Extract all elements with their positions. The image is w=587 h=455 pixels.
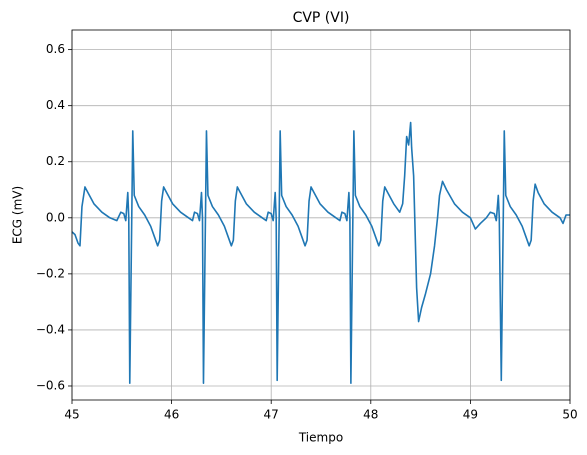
chart-title: CVP (VI) — [293, 10, 350, 26]
y-tick-label: −0.6 — [36, 378, 65, 392]
x-tick-label: 48 — [363, 408, 378, 422]
x-axis-label: Tiempo — [298, 431, 343, 445]
y-tick-label: 0.4 — [46, 98, 65, 112]
x-tick-label: 45 — [64, 408, 79, 422]
plot-frame — [71, 29, 571, 401]
y-tick-label: −0.2 — [36, 266, 65, 280]
y-tick-label: 0.2 — [46, 154, 65, 168]
x-tick-label: 49 — [463, 408, 478, 422]
y-axis-label: ECG (mV) — [11, 186, 25, 244]
y-tick-label: 0.0 — [46, 210, 65, 224]
x-tick-label: 47 — [264, 408, 279, 422]
y-tick-label: 0.6 — [46, 42, 65, 56]
x-tick-label: 46 — [164, 408, 179, 422]
y-tick-label: −0.4 — [36, 322, 65, 336]
data-line — [71, 121, 570, 384]
x-tick-label: 50 — [562, 408, 577, 422]
